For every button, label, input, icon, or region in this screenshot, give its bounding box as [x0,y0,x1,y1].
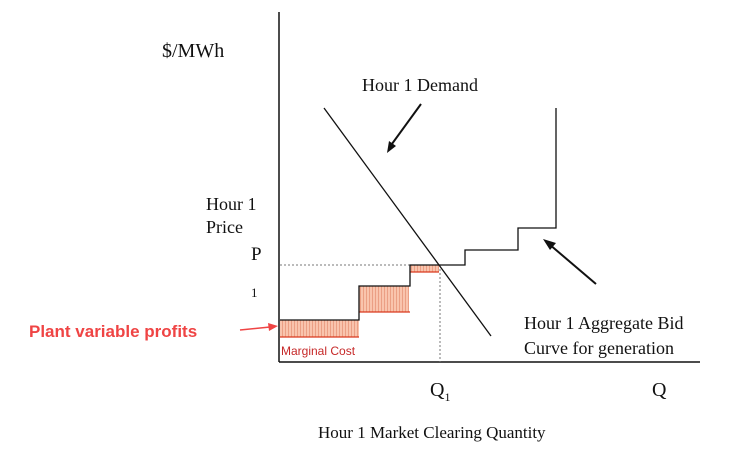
price-label-line2: Price [206,217,243,237]
supply-label-line2: Curve for generation [524,338,674,358]
profit-region-step-2 [359,286,409,312]
supply-label-line1: Hour 1 Aggregate Bid [524,313,683,333]
demand-arrowhead-icon [387,141,396,153]
q-label: Q [652,379,667,401]
profit-region-step-3 [410,265,439,272]
demand-line [323,107,492,337]
profits-arrow-icon [239,326,271,331]
supply-step-curve [280,108,557,321]
marginal-cost-label: Marginal Cost [281,344,356,358]
profit-region-step-1 [280,320,359,337]
demand-label: Hour 1 Demand [362,75,478,95]
demand-arrow-icon [388,103,422,149]
profits-arrowhead-icon [268,323,278,331]
q1-label: Q1 [430,379,450,404]
price-subscript: 1 [251,285,258,300]
supply-arrowhead-icon [543,239,556,250]
y-axis-label: $/MWh [162,40,224,62]
price-label-line1: Hour 1 [206,194,257,214]
plant-variable-profits-label: Plant variable profits [29,322,197,341]
x-axis-label: Hour 1 Market Clearing Quantity [318,423,546,442]
price-p-label: P [251,244,262,265]
supply-arrow-icon [548,243,597,285]
